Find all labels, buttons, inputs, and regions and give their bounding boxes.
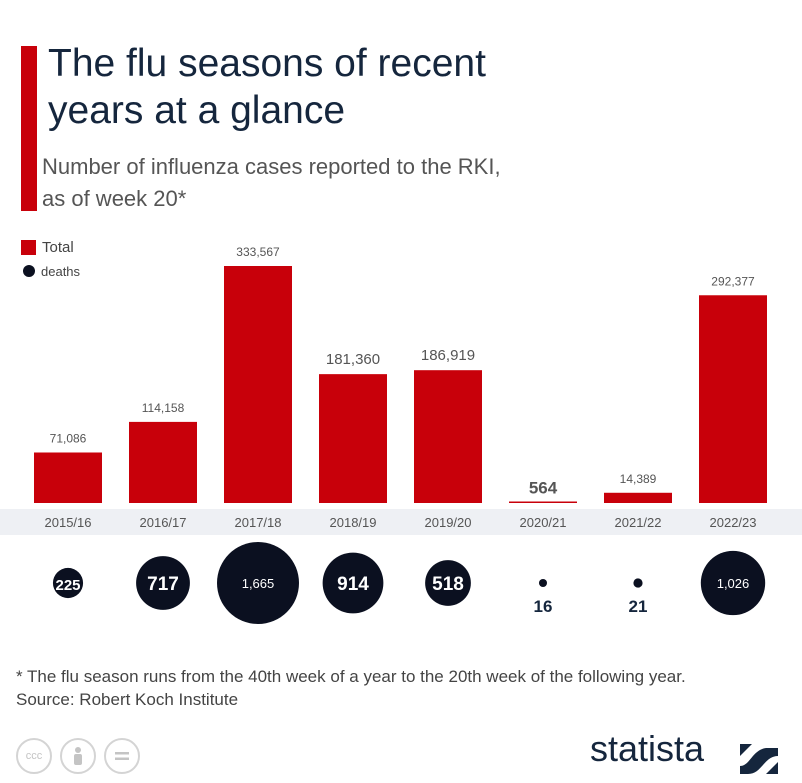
deaths-value-label: 225 bbox=[55, 577, 80, 594]
bar-value-label: 564 bbox=[529, 479, 558, 498]
person-icon[interactable] bbox=[60, 738, 96, 774]
bar-value-label: 333,567 bbox=[236, 245, 280, 259]
x-tick-label: 2021/22 bbox=[615, 515, 662, 530]
x-tick-label: 2020/21 bbox=[520, 515, 567, 530]
source-note: Source: Robert Koch Institute bbox=[16, 690, 239, 709]
deaths-bubble bbox=[52, 567, 84, 599]
bar-and-bubble-chart: 71,086 2015/16 225 114,158 2016/17 717 333,567… bbox=[34, 245, 767, 624]
deaths-value-label: 914 bbox=[337, 574, 369, 595]
deaths-bubble bbox=[538, 578, 548, 588]
bar-total bbox=[604, 492, 672, 503]
statista-logo-icon[interactable] bbox=[738, 740, 780, 778]
deaths-bubble bbox=[633, 578, 643, 588]
legend-label-total: Total bbox=[42, 238, 74, 256]
deaths-value-label: 518 bbox=[432, 574, 464, 595]
bar-total bbox=[509, 501, 577, 503]
legend-swatch-total bbox=[21, 239, 36, 255]
x-tick-label: 2015/16 bbox=[45, 515, 92, 530]
title-accent-bar bbox=[21, 46, 37, 211]
x-tick-label: 2017/18 bbox=[235, 515, 282, 530]
bar-total bbox=[414, 370, 482, 503]
deaths-bubble bbox=[322, 552, 384, 614]
page-title: The flu seasons of recent years at a gla… bbox=[48, 42, 486, 132]
deaths-bubble bbox=[425, 560, 471, 606]
x-axis-band bbox=[0, 509, 802, 535]
bar-total bbox=[319, 374, 387, 503]
deaths-value-label: 1,026 bbox=[717, 576, 750, 591]
legend-item-deaths: deaths bbox=[21, 259, 80, 283]
bar-value-label: 14,389 bbox=[620, 472, 657, 486]
bar-value-label: 181,360 bbox=[326, 351, 380, 368]
bar-total bbox=[34, 452, 102, 503]
deaths-value-label: 717 bbox=[147, 574, 179, 595]
deaths-bubble bbox=[136, 556, 190, 610]
x-tick-label: 2019/20 bbox=[425, 515, 472, 530]
bar-total bbox=[699, 295, 767, 503]
deaths-bubble bbox=[700, 550, 766, 616]
footnote: * The flu season runs from the 40th week… bbox=[16, 667, 686, 686]
deaths-value-label: 21 bbox=[629, 597, 648, 616]
bar-value-label: 71,086 bbox=[50, 431, 87, 445]
statista-wordmark[interactable]: statista bbox=[590, 728, 705, 769]
bar-value-label: 186,919 bbox=[421, 347, 475, 364]
bar-value-label: 114,158 bbox=[142, 401, 185, 415]
license-icons: ccc bbox=[16, 738, 140, 774]
bar-total bbox=[224, 266, 292, 503]
deaths-value-label: 1,665 bbox=[242, 576, 275, 591]
chart-subtitle: Number of influenza cases reported to th… bbox=[42, 154, 501, 211]
legend-item-total: Total bbox=[21, 235, 80, 259]
legend: Total deaths bbox=[21, 235, 80, 283]
x-tick-label: 2016/17 bbox=[140, 515, 187, 530]
equals-icon[interactable] bbox=[104, 738, 140, 774]
deaths-value-label: 16 bbox=[534, 597, 553, 616]
deaths-bubble bbox=[217, 542, 299, 624]
bar-value-label: 292,377 bbox=[711, 274, 755, 288]
x-tick-label: 2022/23 bbox=[710, 515, 757, 530]
bar-total bbox=[129, 421, 197, 503]
legend-swatch-deaths bbox=[23, 265, 35, 277]
legend-label-deaths: deaths bbox=[41, 263, 81, 279]
x-tick-label: 2018/19 bbox=[330, 515, 377, 530]
cc-icon[interactable]: ccc bbox=[16, 738, 52, 774]
